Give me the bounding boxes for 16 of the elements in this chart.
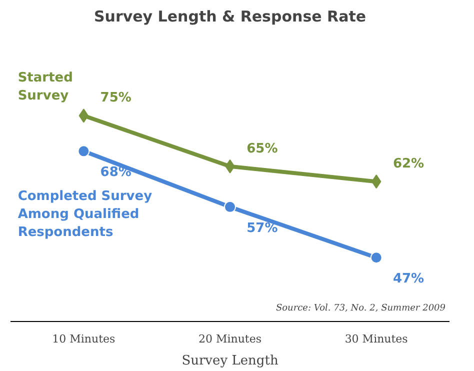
x-tick-label: 10 Minutes: [52, 332, 116, 346]
series-label: Completed Survey Among Qualified Respondents: [18, 189, 153, 240]
x-tick-label: 20 Minutes: [198, 332, 262, 346]
source-note: Source: Vol. 73, No. 2, Summer 2009: [276, 304, 446, 314]
point: [370, 252, 382, 264]
x-axis-title: Survey Length: [182, 354, 279, 368]
data-label: 57%: [246, 220, 278, 236]
series-label: Started Survey: [18, 70, 73, 104]
data-label: 75%: [100, 90, 132, 106]
data-label: 62%: [392, 156, 424, 172]
point: [78, 145, 90, 158]
data-label: 65%: [246, 141, 278, 156]
x-tick-label: 30 Minutes: [344, 332, 408, 346]
chart-title: Survey Length & Response Rate: [94, 8, 366, 26]
data-label: 47%: [392, 272, 424, 287]
point: [224, 200, 236, 213]
